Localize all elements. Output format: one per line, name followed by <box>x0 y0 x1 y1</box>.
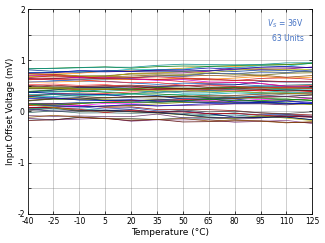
X-axis label: Temperature (°C): Temperature (°C) <box>131 228 209 237</box>
Text: $V_S$ = 36V
63 Units: $V_S$ = 36V 63 Units <box>267 17 304 43</box>
Y-axis label: Input Offset Voltage (mV): Input Offset Voltage (mV) <box>6 58 15 165</box>
